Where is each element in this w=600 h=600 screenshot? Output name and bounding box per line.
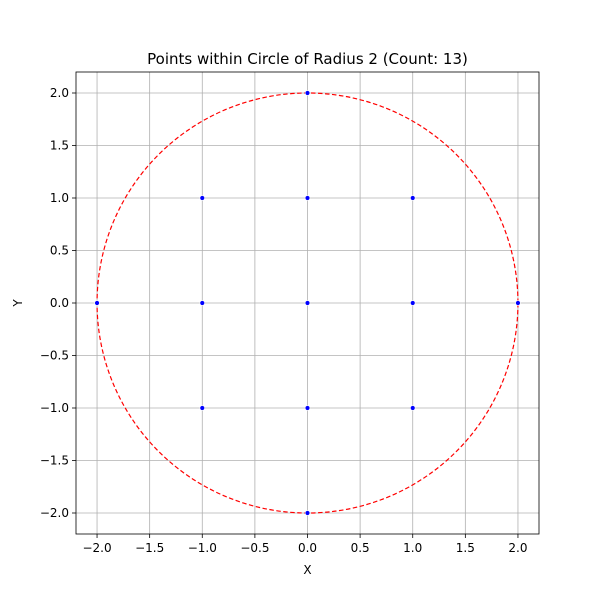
scatter-point [304,300,311,306]
scatter-point [410,405,416,411]
scatter-point [304,510,311,516]
x-tick-label: 1.5 [456,541,475,555]
y-axis-label: Y [11,299,25,308]
scatter-point [410,300,416,306]
scatter-point [304,90,311,96]
x-tick-label: −1.5 [135,541,164,555]
y-tick-label: 0.5 [50,244,69,258]
scatter-point [304,195,311,201]
y-tick-label: −1.0 [40,401,69,415]
points-layer [94,90,521,516]
x-ticks: −2.0 −1.5 −1.0 −0.5 0.0 0.5 1.0 1.5 2.0 [82,534,528,555]
chart-title: Points within Circle of Radius 2 (Count:… [147,50,468,68]
y-tick-label: 0.0 [50,296,69,310]
y-tick-label: 1.5 [50,139,69,153]
scatter-point [94,300,100,306]
x-tick-label: −1.0 [188,541,217,555]
x-tick-label: 0.0 [298,541,317,555]
y-tick-label: −2.0 [40,506,69,520]
scatter-point [515,300,521,306]
x-tick-label: −0.5 [240,541,269,555]
x-axis-label: X [303,563,311,577]
scatter-point [199,195,205,201]
y-tick-label: −1.5 [40,454,69,468]
x-tick-label: −2.0 [82,541,111,555]
scatter-point [199,300,205,306]
y-tick-label: 1.0 [50,191,69,205]
y-tick-label: −0.5 [40,349,69,363]
x-tick-label: 0.5 [351,541,370,555]
scatter-point [410,195,416,201]
x-tick-label: 1.0 [403,541,422,555]
scatter-point [304,405,311,411]
scatter-point [199,405,205,411]
x-tick-label: 2.0 [508,541,527,555]
y-ticks: −2.0 −1.5 −1.0 −0.5 0.0 0.5 1.0 1.5 2.0 [40,86,76,520]
y-tick-label: 2.0 [50,86,69,100]
